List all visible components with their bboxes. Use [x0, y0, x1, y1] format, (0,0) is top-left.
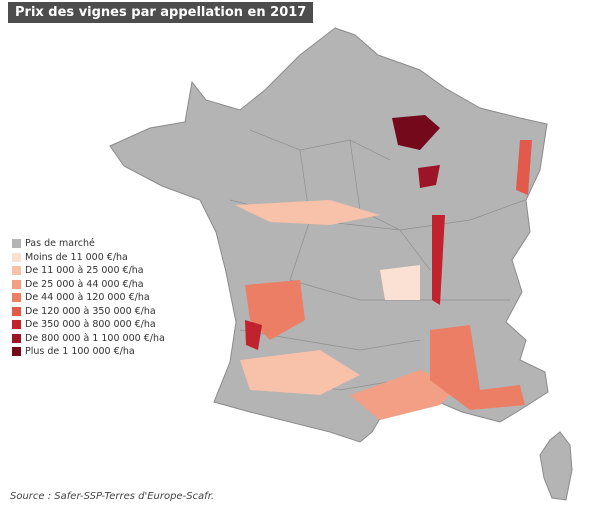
- legend-label: Moins de 11 000 €/ha: [25, 251, 128, 263]
- legend-item: Plus de 1 100 000 €/ha: [12, 345, 165, 359]
- legend-label: De 800 000 à 1 100 000 €/ha: [25, 332, 165, 344]
- corsica: [539, 431, 573, 501]
- legend-swatch: [12, 320, 21, 330]
- legend-label: De 44 000 à 120 000 €/ha: [25, 292, 150, 304]
- legend-item: Moins de 11 000 €/ha: [12, 251, 165, 265]
- legend-item: De 800 000 à 1 100 000 €/ha: [12, 332, 165, 346]
- legend-swatch: [12, 252, 21, 262]
- legend-swatch: [12, 266, 21, 276]
- legend-label: De 120 000 à 350 000 €/ha: [25, 305, 156, 317]
- france: [109, 27, 573, 501]
- vineyard-area: [235, 200, 380, 225]
- vineyard-area: [392, 115, 440, 150]
- legend: Pas de marché Moins de 11 000 €/ha De 11 0…: [12, 237, 165, 359]
- vineyard-area: [240, 350, 360, 395]
- vineyard-area: [245, 320, 262, 350]
- legend-swatch: [12, 306, 21, 316]
- legend-item: Pas de marché: [12, 237, 165, 251]
- vineyard-area: [430, 325, 525, 410]
- legend-item: De 25 000 à 44 000 €/ha: [12, 278, 165, 292]
- map-title: Prix des vignes par appellation en 2017: [8, 2, 314, 23]
- vineyard-area: [350, 370, 460, 420]
- vineyard-area: [516, 140, 532, 195]
- legend-swatch: [12, 239, 21, 249]
- vineyards: [235, 115, 532, 420]
- legend-label: De 11 000 à 25 000 €/ha: [25, 265, 144, 277]
- legend-label: De 25 000 à 44 000 €/ha: [25, 278, 144, 290]
- legend-item: De 11 000 à 25 000 €/ha: [12, 264, 165, 278]
- legend-item: De 44 000 à 120 000 €/ha: [12, 291, 165, 305]
- legend-label: Plus de 1 100 000 €/ha: [25, 346, 135, 358]
- source: Source : Safer-SSP-Terres d'Europe-Scafr…: [10, 491, 215, 502]
- legend-label: Pas de marché: [25, 238, 95, 250]
- legend-label: De 350 000 à 800 000 €/ha: [25, 319, 156, 331]
- legend-swatch: [12, 333, 21, 343]
- legend-swatch: [12, 279, 21, 289]
- legend-item: De 120 000 à 350 000 €/ha: [12, 305, 165, 319]
- legend-item: De 350 000 à 800 000 €/ha: [12, 318, 165, 332]
- legend-swatch: [12, 347, 21, 357]
- legend-swatch: [12, 293, 21, 303]
- vineyard-area: [380, 265, 420, 300]
- vineyard-area: [418, 165, 440, 188]
- vineyard-area: [432, 215, 445, 305]
